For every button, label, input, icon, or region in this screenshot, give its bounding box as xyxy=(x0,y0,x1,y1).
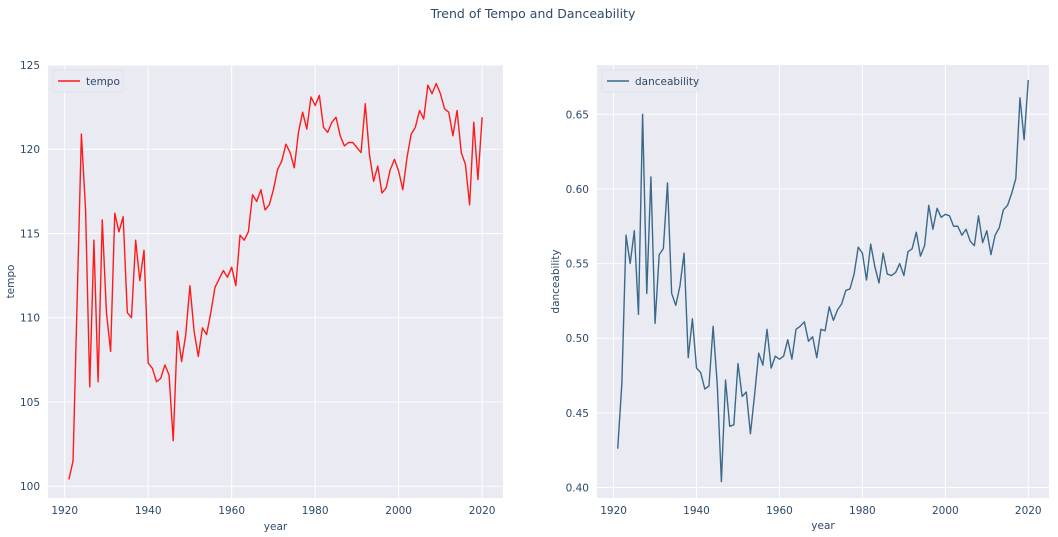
y-tick-label: 0.55 xyxy=(566,259,589,271)
tempo-chart: 1920 1940 1960 1980 2000 2020 100 105 110 115 120 1… xyxy=(5,60,503,533)
plot-area xyxy=(597,65,1049,498)
x-tick-label: 1980 xyxy=(302,505,329,517)
legend-box xyxy=(601,69,699,93)
y-tick-label: 100 xyxy=(20,481,40,493)
plot-area xyxy=(48,65,503,498)
y-tick-label: 120 xyxy=(20,144,40,156)
x-tick-label: 2020 xyxy=(469,505,496,517)
x-tick-label: 2020 xyxy=(1015,505,1042,517)
legend-label: danceability xyxy=(635,76,699,88)
y-axis-label: danceability xyxy=(550,249,562,313)
y-tick-label: 0.45 xyxy=(566,408,589,420)
x-tick-label: 1940 xyxy=(683,505,710,517)
x-tick-label: 1940 xyxy=(135,505,162,517)
legend-box xyxy=(52,69,124,93)
series-line-danceability xyxy=(617,79,1029,483)
legend: danceability xyxy=(601,69,699,93)
x-tick-label: 1920 xyxy=(600,505,627,517)
y-tick-label: 115 xyxy=(20,228,40,240)
y-tick-label: 105 xyxy=(20,397,40,409)
y-tick-label: 0.50 xyxy=(566,333,589,345)
x-tick-label: 1920 xyxy=(51,505,78,517)
x-tick-label: 2000 xyxy=(932,505,959,517)
y-tick-label: 0.60 xyxy=(566,184,589,196)
figure-title: Trend of Tempo and Danceability xyxy=(430,6,636,21)
y-tick-label: 0.65 xyxy=(566,109,589,121)
x-tick-label: 1980 xyxy=(849,505,876,517)
x-tick-label: 2000 xyxy=(385,505,412,517)
y-axis-label: tempo xyxy=(5,265,17,299)
x-tick-label: 1960 xyxy=(218,505,245,517)
x-tick-label: 1960 xyxy=(766,505,793,517)
y-tick-label: 0.40 xyxy=(566,483,589,495)
y-tick-label: 125 xyxy=(20,60,40,72)
legend: tempo xyxy=(52,69,124,93)
danceability-chart: 1920 1940 1960 1980 2000 2020 0.40 0.45 0.50 0.55… xyxy=(550,65,1049,532)
x-axis-label: year xyxy=(264,521,288,533)
y-tick-label: 110 xyxy=(20,313,40,325)
legend-label: tempo xyxy=(86,76,120,88)
x-axis-label: year xyxy=(811,520,835,532)
series-line-tempo xyxy=(68,82,483,480)
